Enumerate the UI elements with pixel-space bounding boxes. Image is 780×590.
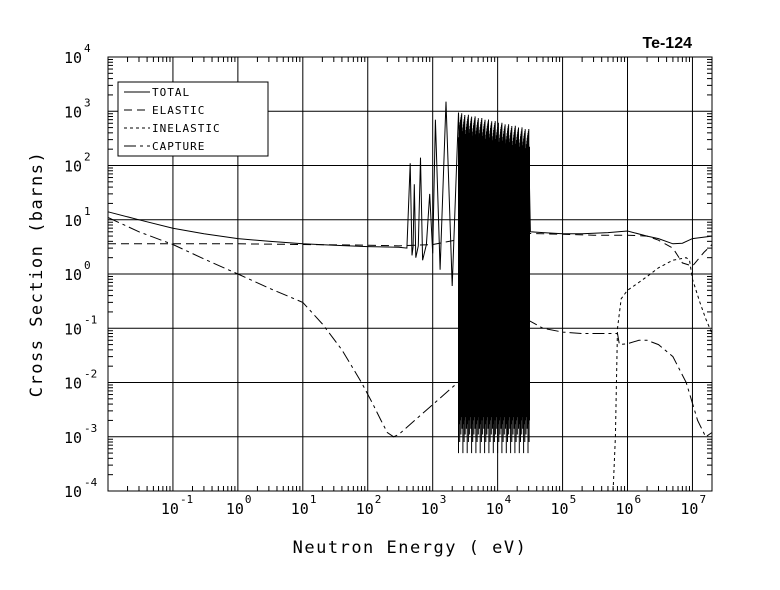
- y-tick-exponent: 4: [84, 42, 91, 55]
- resonance-band: [458, 113, 530, 454]
- y-tick-label: 10: [64, 429, 82, 447]
- y-tick-exponent: -4: [84, 476, 98, 489]
- curve-total-resonances: [458, 113, 530, 454]
- y-axis-label: Cross Section (barns): [27, 151, 47, 397]
- legend-box: [117, 81, 269, 157]
- y-tick-label: 10: [64, 483, 82, 501]
- legend: TOTAL ELASTIC INELASTIC CAPTURE: [117, 81, 269, 157]
- x-tick-exponent: 6: [635, 493, 642, 506]
- x-tick-label: 10: [486, 500, 504, 518]
- legend-label-elastic: ELASTIC: [152, 104, 205, 117]
- x-tick-exponent: 3: [440, 493, 447, 506]
- y-tick-label: 10: [64, 158, 82, 176]
- y-tick-exponent: 2: [84, 151, 91, 164]
- y-tick-label: 10: [64, 103, 82, 121]
- chart-title: Te-124: [642, 35, 692, 52]
- x-tick-label: 10: [421, 500, 439, 518]
- curve-elastic: [108, 232, 713, 267]
- y-tick-exponent: 1: [84, 205, 91, 218]
- curves: [107, 101, 713, 492]
- x-tick-label: 10: [226, 500, 244, 518]
- grid-lines: [107, 57, 712, 491]
- plot-frame: [107, 56, 713, 492]
- y-tick-label: 10: [64, 212, 82, 230]
- y-tick-exponent: -1: [84, 313, 97, 326]
- x-tick-label: 10: [356, 500, 374, 518]
- x-tick-label: 10: [291, 500, 309, 518]
- y-tick-label: 10: [64, 266, 82, 284]
- x-tick-label: 10: [161, 500, 179, 518]
- x-tick-exponent: 7: [699, 493, 706, 506]
- curve-total: [107, 101, 713, 303]
- x-tick-exponent: -1: [180, 493, 193, 506]
- x-tick-label: 10: [680, 500, 698, 518]
- x-tick-label: 10: [615, 500, 633, 518]
- y-tick-exponent: 0: [84, 259, 91, 272]
- curve-capture: [107, 217, 713, 438]
- x-tick-exponent: 2: [375, 493, 382, 506]
- y-tick-exponent: -2: [84, 368, 97, 381]
- y-tick-exponent: 3: [84, 96, 91, 109]
- x-tick-exponent: 0: [245, 493, 252, 506]
- legend-label-inelastic: INELASTIC: [152, 122, 221, 135]
- legend-label-total: TOTAL: [152, 86, 190, 99]
- x-tick-exponent: 5: [570, 493, 577, 506]
- x-tick-exponent: 1: [310, 493, 317, 506]
- y-tick-label: 10: [64, 49, 82, 67]
- y-tick-label: 10: [64, 375, 82, 393]
- curve-inelastic: [612, 257, 713, 492]
- y-tick-exponent: -3: [84, 422, 97, 435]
- x-axis-label: Neutron Energy ( eV): [293, 538, 528, 558]
- x-tick-label: 10: [551, 500, 569, 518]
- legend-label-capture: CAPTURE: [152, 140, 205, 153]
- y-tick-label: 10: [64, 320, 82, 338]
- x-tick-exponent: 4: [505, 493, 512, 506]
